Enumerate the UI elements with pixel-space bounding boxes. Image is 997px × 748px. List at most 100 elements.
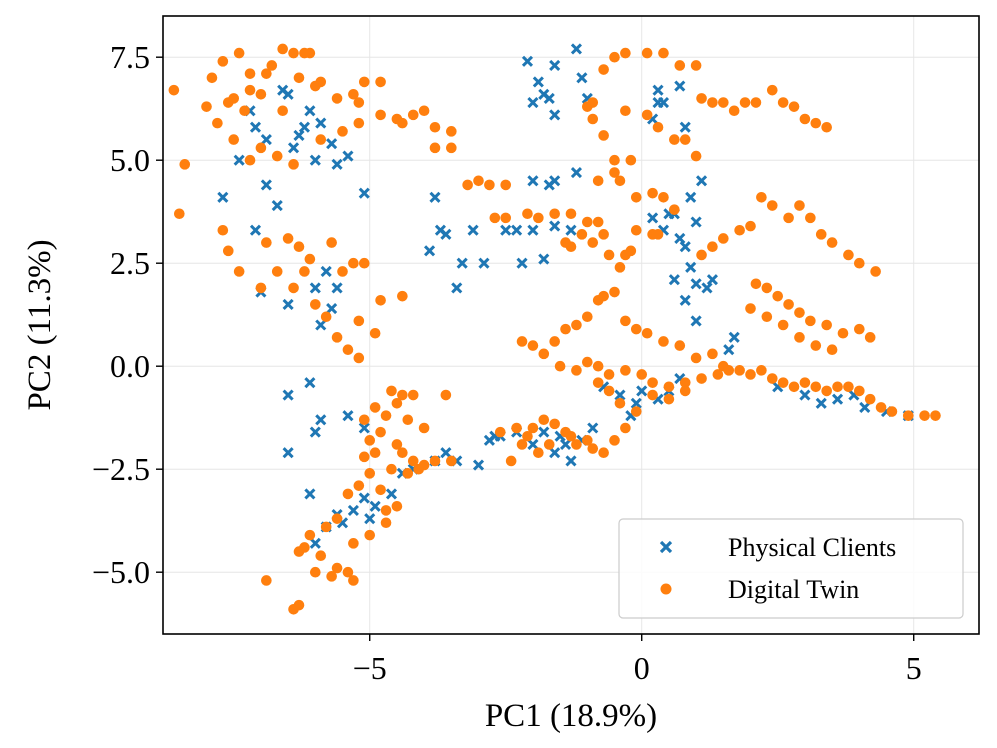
- point-digital-twin: [843, 249, 854, 261]
- point-digital-twin: [609, 435, 620, 446]
- point-digital-twin: [533, 447, 544, 459]
- point-physical-client: [309, 426, 321, 438]
- point-digital-twin: [658, 47, 669, 59]
- point-physical-client: [293, 129, 305, 142]
- point-physical-client: [799, 389, 811, 401]
- point-digital-twin: [255, 142, 267, 154]
- point-digital-twin: [669, 204, 680, 215]
- point-digital-twin: [810, 117, 822, 129]
- point-digital-twin: [734, 365, 745, 376]
- point-physical-client: [532, 76, 544, 88]
- point-digital-twin: [609, 286, 620, 298]
- point-digital-twin: [369, 327, 381, 339]
- point-digital-twin: [386, 463, 397, 475]
- point-physical-client: [652, 84, 664, 96]
- point-physical-client: [728, 331, 740, 343]
- point-physical-client: [304, 377, 316, 389]
- point-physical-client: [315, 414, 327, 426]
- point-digital-twin: [630, 191, 642, 203]
- point-digital-twin: [620, 365, 631, 376]
- point-digital-twin: [288, 282, 299, 294]
- point-digital-twin: [582, 311, 593, 323]
- point-physical-client: [690, 278, 702, 290]
- point-digital-twin: [630, 323, 642, 335]
- point-digital-twin: [652, 121, 664, 133]
- point-physical-client: [565, 455, 577, 467]
- point-digital-twin: [233, 266, 245, 277]
- y-tick-label: 5.0: [110, 142, 150, 178]
- point-physical-client: [260, 134, 272, 146]
- point-digital-twin: [886, 406, 898, 417]
- point-digital-twin: [516, 439, 528, 450]
- point-physical-client: [701, 282, 713, 294]
- point-digital-twin: [331, 513, 343, 524]
- point-physical-client: [527, 175, 539, 187]
- point-digital-twin: [543, 439, 555, 450]
- point-physical-client: [668, 274, 680, 286]
- point-physical-client: [521, 55, 534, 67]
- plot-frame: [162, 15, 980, 635]
- point-digital-twin: [375, 426, 386, 438]
- point-physical-client: [298, 121, 311, 133]
- point-digital-twin: [696, 93, 707, 104]
- point-digital-twin: [348, 575, 359, 586]
- point-physical-client: [304, 488, 316, 500]
- point-physical-client: [690, 216, 702, 228]
- point-digital-twin: [364, 468, 376, 479]
- point-digital-twin: [342, 344, 354, 356]
- point-digital-twin: [299, 47, 310, 59]
- legend-marker-physical-clients: [659, 540, 673, 554]
- point-digital-twin: [647, 389, 658, 401]
- point-physical-client: [516, 257, 528, 269]
- point-digital-twin: [587, 443, 599, 454]
- point-physical-client: [451, 282, 463, 294]
- x-axis-label: PC1 (18.9%): [485, 698, 657, 734]
- point-physical-client: [315, 117, 327, 129]
- point-digital-twin: [582, 216, 593, 228]
- point-digital-twin: [310, 80, 321, 92]
- point-digital-twin: [179, 159, 191, 170]
- point-digital-twin: [446, 126, 457, 137]
- point-physical-client: [326, 138, 338, 150]
- point-digital-twin: [718, 97, 729, 108]
- point-digital-twin: [783, 212, 794, 224]
- point-digital-twin: [609, 51, 620, 63]
- point-digital-twin: [598, 130, 609, 141]
- point-physical-client: [440, 447, 452, 459]
- point-physical-client: [358, 492, 370, 504]
- point-physical-client: [358, 187, 370, 199]
- point-digital-twin: [206, 72, 218, 84]
- y-tick-label: 0.0: [110, 348, 150, 384]
- point-digital-twin: [500, 212, 512, 224]
- point-digital-twin: [805, 315, 816, 327]
- point-digital-twin: [369, 447, 381, 459]
- point-physical-client: [287, 142, 300, 154]
- point-physical-client: [249, 121, 262, 133]
- point-digital-twin: [788, 381, 800, 393]
- point-digital-twin: [756, 191, 767, 203]
- point-digital-twin: [386, 385, 397, 397]
- point-digital-twin: [641, 109, 653, 121]
- point-digital-twin: [636, 369, 648, 380]
- x-tick-label: 0: [634, 650, 650, 686]
- point-digital-twin: [233, 47, 245, 59]
- point-digital-twin: [679, 134, 691, 145]
- point-digital-twin: [864, 332, 876, 343]
- point-digital-twin: [310, 299, 321, 310]
- point-physical-client: [456, 257, 468, 269]
- point-physical-client: [549, 175, 561, 187]
- point-physical-client: [527, 438, 539, 451]
- point-digital-twin: [854, 385, 865, 397]
- point-digital-twin: [462, 179, 473, 191]
- point-digital-twin: [592, 294, 604, 306]
- point-digital-twin: [320, 311, 332, 323]
- point-physical-client: [309, 154, 321, 166]
- point-digital-twin: [282, 233, 294, 244]
- point-digital-twin: [375, 109, 386, 121]
- point-digital-twin: [630, 406, 642, 417]
- point-digital-twin: [342, 488, 354, 500]
- point-physical-client: [679, 121, 691, 133]
- point-digital-twin: [777, 377, 789, 388]
- point-digital-twin: [397, 290, 408, 302]
- point-physical-client: [576, 72, 588, 84]
